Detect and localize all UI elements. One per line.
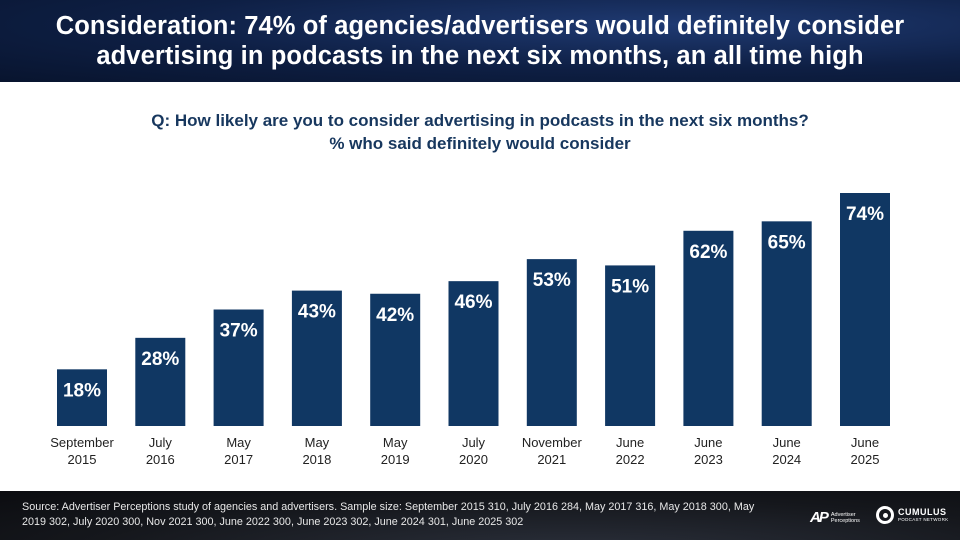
x-tick-label: July — [149, 435, 173, 450]
x-tick-label: 2019 — [381, 452, 410, 467]
data-label: 18% — [63, 380, 101, 401]
title-banner: Consideration: 74% of agencies/advertise… — [0, 0, 960, 82]
bar-july-2016 — [135, 337, 186, 426]
bar-june-2024 — [761, 221, 812, 426]
data-label: 51% — [611, 276, 649, 297]
bar-chart: 18% September 2015 28% July 2016 37% May 2017 43%… — [50, 193, 890, 467]
bar-june-2025 — [840, 193, 890, 426]
bar-may-2017 — [213, 309, 264, 426]
data-label: 62% — [689, 242, 727, 263]
x-tick-label: 2021 — [537, 452, 566, 467]
ap-logo-mark: AP — [810, 509, 829, 526]
question-line-2: % who said definitely would consider — [329, 134, 631, 153]
bar-september-2015 — [57, 369, 107, 426]
x-tick-label: 2015 — [68, 452, 97, 467]
x-tick-label: 2017 — [224, 452, 253, 467]
data-label: 53% — [533, 270, 571, 291]
cumulus-c-icon — [876, 506, 894, 524]
x-tick-label: June — [694, 435, 722, 450]
cumulus-logo-name: CUMULUS — [898, 507, 947, 517]
bar-november-2021 — [526, 259, 577, 426]
question-line-1: Q: How likely are you to consider advert… — [151, 111, 809, 130]
footer-bar: Source: Advertiser Perceptions study of … — [0, 491, 960, 540]
x-tick-label: June — [773, 435, 801, 450]
bar-june-2022 — [605, 265, 656, 426]
x-tick-label: June — [851, 435, 879, 450]
data-label: 42% — [376, 305, 414, 326]
data-label: 37% — [220, 321, 258, 342]
x-tick-label: 2025 — [851, 452, 880, 467]
x-tick-label: May — [383, 435, 408, 450]
cumulus-logo-sub: PODCAST NETWORK — [898, 517, 949, 522]
bar-may-2018 — [291, 290, 342, 426]
x-tick-label: July — [462, 435, 486, 450]
data-label: 46% — [454, 292, 492, 313]
question-text: Q: How likely are you to consider advert… — [0, 109, 960, 155]
data-label: 43% — [298, 302, 336, 323]
x-tick-label: 2024 — [772, 452, 801, 467]
x-tick-label: 2023 — [694, 452, 723, 467]
advertiser-perceptions-logo: AP Advertiser Perceptions — [810, 509, 865, 526]
bar-may-2019 — [370, 293, 421, 426]
data-label: 65% — [768, 232, 806, 253]
bar-july-2020 — [448, 281, 499, 426]
x-tick-label: May — [226, 435, 251, 450]
x-tick-label: November — [522, 435, 583, 450]
slide-title: Consideration: 74% of agencies/advertise… — [55, 12, 905, 70]
x-tick-label: 2016 — [146, 452, 175, 467]
x-tick-label: 2020 — [459, 452, 488, 467]
x-tick-label: May — [305, 435, 330, 450]
data-label: 28% — [141, 349, 179, 370]
cumulus-logo: CUMULUS PODCAST NETWORK — [876, 506, 948, 524]
x-tick-label: 2018 — [302, 452, 331, 467]
source-note: Source: Advertiser Perceptions study of … — [22, 501, 755, 528]
x-tick-label: June — [616, 435, 644, 450]
data-label: 74% — [846, 204, 884, 225]
x-tick-label: 2022 — [616, 452, 645, 467]
x-tick-label: September — [50, 435, 114, 450]
ap-logo-text: Advertiser Perceptions — [830, 511, 860, 524]
bar-june-2023 — [683, 230, 734, 426]
